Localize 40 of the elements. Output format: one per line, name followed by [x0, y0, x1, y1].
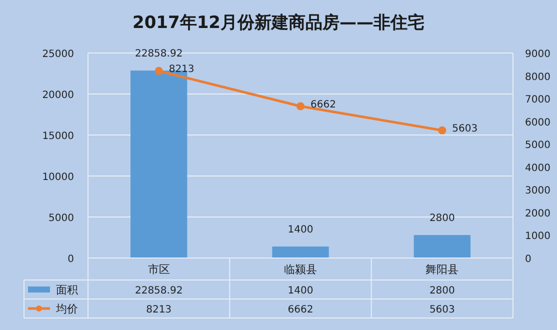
y2-tick-label: 0: [525, 254, 532, 265]
data-label: 5603: [429, 304, 455, 316]
y2-tick-label: 1000: [525, 231, 550, 242]
text: 5603: [452, 123, 478, 134]
bar: [130, 70, 188, 258]
y-tick-label: 0: [68, 254, 74, 265]
bar: [272, 246, 329, 258]
data-label: 6662: [288, 304, 314, 316]
data-label: 2800: [429, 286, 455, 296]
data-label: 8213: [146, 304, 172, 316]
data-label: 22858.92: [134, 286, 183, 296]
y-tick-label: 25000: [42, 49, 74, 60]
point: [438, 126, 446, 134]
text: 22858.92: [134, 48, 183, 60]
text: 6662: [310, 99, 336, 110]
chart-title: 2017年12月份新建商品房——非住宅: [132, 13, 424, 33]
y2-tick-label: 2000: [525, 208, 550, 220]
x-tick-label: 临颍县: [284, 263, 317, 276]
y2-tick-label: 5000: [525, 140, 550, 152]
y-tick-label: 10000: [42, 172, 74, 183]
text: 8213: [168, 64, 194, 75]
y2-tick-label: 6000: [525, 117, 550, 128]
x-tick-label: 舞阳县: [426, 263, 459, 276]
y-tick-label: 15000: [42, 131, 74, 142]
text: 1400: [288, 224, 314, 236]
data-label: 1400: [288, 286, 314, 296]
bar: [414, 235, 470, 258]
point: [296, 102, 304, 110]
legend-label: 面积: [56, 284, 78, 296]
x-tick-label: 市区: [148, 263, 170, 276]
legend-label: 均价: [55, 302, 78, 316]
text: 2800: [429, 213, 455, 224]
y2-tick-label: 8000: [525, 72, 550, 83]
y-tick-label: 5000: [48, 213, 74, 224]
y2-tick-label: 9000: [525, 49, 550, 60]
point: [154, 66, 163, 75]
y2-tick-label: 4000: [525, 162, 550, 174]
y2-tick-label: 7000: [525, 94, 550, 106]
y-tick-label: 20000: [42, 90, 74, 101]
y2-tick-label: 3000: [525, 186, 550, 197]
